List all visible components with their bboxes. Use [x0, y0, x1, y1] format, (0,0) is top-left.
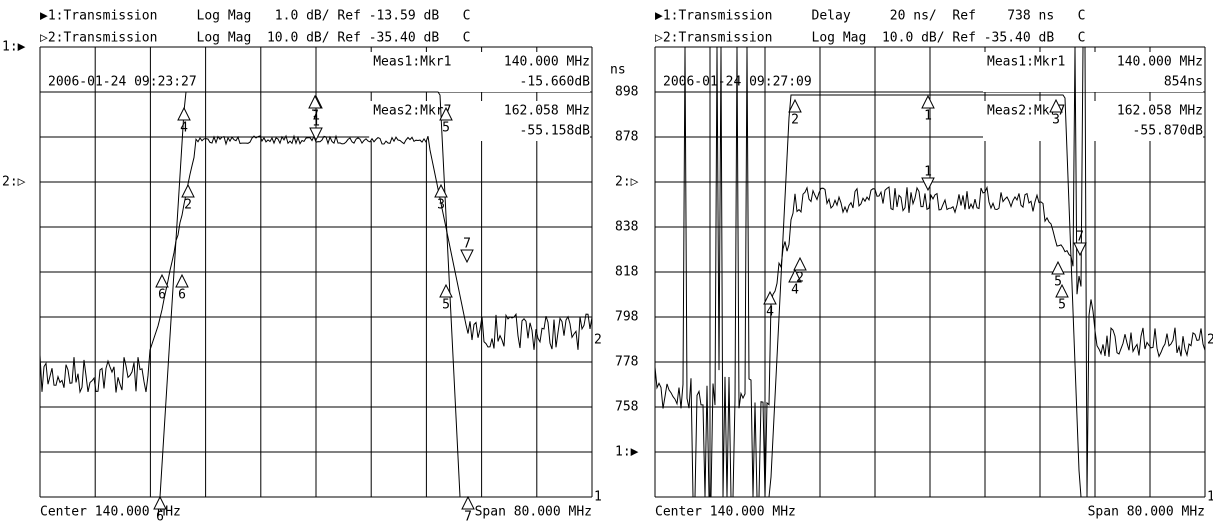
marker-label: 6 — [158, 288, 166, 303]
header: ▷2:Transmission Log Mag 10.0 dB/ Ref -35… — [655, 31, 1085, 46]
meas-freq: 140.000 MHz — [1117, 55, 1203, 70]
marker — [1073, 242, 1087, 257]
marker-label: 2 — [184, 198, 192, 213]
meas-box — [369, 101, 590, 141]
span-label: Span 80.000 MHz — [475, 505, 592, 520]
meas-value: -15.660dB — [520, 75, 591, 90]
marker-label: 1 — [924, 165, 932, 180]
marker-label: 6 — [178, 288, 186, 303]
meas-box — [369, 52, 590, 92]
marker-label: 7 — [464, 510, 472, 525]
y-label: 798 — [615, 310, 638, 325]
marker — [921, 94, 935, 109]
marker-label: 7 — [463, 237, 471, 252]
y-label: 758 — [615, 400, 638, 415]
meas-title: Meas1:Mkr1 — [373, 55, 451, 70]
marker — [461, 495, 475, 510]
marker — [177, 106, 191, 121]
marker-label: 5 — [1054, 275, 1062, 290]
trace-end: 2 — [594, 333, 602, 348]
meas-title: Meas1:Mkr1 — [987, 55, 1065, 70]
marker — [439, 106, 453, 121]
meas-freq: 162.058 MHz — [504, 104, 590, 119]
y-label: 878 — [615, 130, 638, 145]
marker-label: 2 — [796, 271, 804, 286]
marker-label: 3 — [437, 198, 445, 213]
header: ▶1:Transmission Delay 20 ns/ Ref 738 ns … — [655, 9, 1085, 24]
marker-label: 7 — [1076, 230, 1084, 245]
span-label: Span 80.000 MHz — [1088, 505, 1205, 520]
marker — [460, 249, 474, 264]
marker-label: 4 — [180, 121, 188, 136]
y-label: 778 — [615, 355, 638, 370]
trace — [40, 91, 592, 498]
trace — [655, 94, 1205, 498]
marker-label: 3 — [1052, 113, 1060, 128]
marker — [309, 127, 323, 142]
marker — [175, 273, 189, 288]
y-label: 898 — [615, 85, 638, 100]
timestamp: 2006-01-24 09:23:27 — [48, 75, 197, 90]
ref-label: 2:▷ — [2, 175, 26, 190]
marker — [793, 256, 807, 271]
trace — [654, 46, 1206, 498]
meas-value: -55.158dB — [520, 124, 591, 139]
marker-label: 2 — [791, 113, 799, 128]
meas-title: Meas2:Mkr7 — [373, 104, 451, 119]
meas-value: 854ns — [1164, 75, 1203, 90]
marker-label: 4 — [766, 305, 774, 320]
marker — [155, 273, 169, 288]
y-unit: ns — [610, 63, 626, 78]
marker-label: 1 — [312, 115, 320, 130]
marker — [434, 183, 448, 198]
meas-title: Meas2:Mkr7 — [987, 104, 1065, 119]
meas-box — [983, 101, 1203, 141]
center-label: Center 140.000 MHz — [655, 505, 796, 520]
marker-label: 5 — [442, 121, 450, 136]
marker-label: 1 — [312, 109, 320, 124]
trace-end: 1 — [1207, 490, 1213, 505]
y-label: 2:▷ — [615, 175, 639, 190]
header: ▶1:Transmission Log Mag 1.0 dB/ Ref -13.… — [40, 9, 470, 24]
header: ▷2:Transmission Log Mag 10.0 dB/ Ref -35… — [40, 31, 470, 46]
trace-end: 2 — [1207, 333, 1213, 348]
meas-freq: 140.000 MHz — [504, 55, 590, 70]
trace-end: 1 — [594, 490, 602, 505]
marker-label: 6 — [156, 510, 164, 525]
ref-label: 1:▶ — [2, 40, 26, 55]
y-label: 818 — [615, 265, 638, 280]
trace — [39, 134, 593, 394]
marker — [439, 283, 453, 298]
marker — [308, 94, 322, 109]
marker-label: 5 — [1058, 298, 1066, 313]
marker — [788, 98, 802, 113]
meas-box — [983, 52, 1203, 92]
marker-label: 1 — [924, 109, 932, 124]
marker — [788, 268, 802, 283]
marker — [1049, 98, 1063, 113]
center-label: Center 140.000 MHz — [40, 505, 181, 520]
y-label: 838 — [615, 220, 638, 235]
marker-label: 7 — [311, 109, 319, 124]
marker-label: 5 — [442, 298, 450, 313]
marker — [921, 177, 935, 192]
marker — [1055, 283, 1069, 298]
marker — [181, 183, 195, 198]
meas-value: -55.870dB — [1133, 124, 1204, 139]
y-label: 1:▶ — [615, 445, 639, 460]
marker — [763, 290, 777, 305]
marker — [1051, 260, 1065, 275]
meas-freq: 162.058 MHz — [1117, 104, 1203, 119]
marker-label: 4 — [791, 283, 799, 298]
marker — [153, 495, 167, 510]
